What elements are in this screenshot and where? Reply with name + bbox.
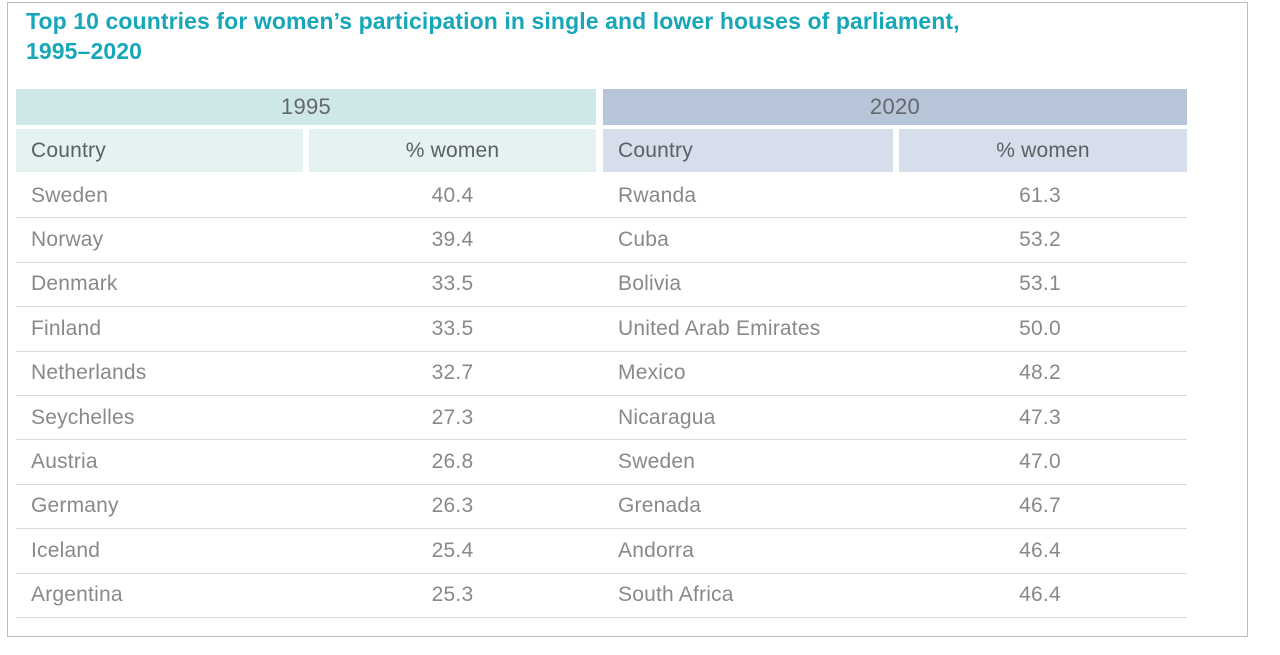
country-1995: Finland — [31, 316, 102, 340]
pct-1995: 39.4 — [431, 228, 474, 252]
title-line2: 1995–2020 — [26, 38, 143, 64]
country-1995: Norway — [31, 228, 104, 252]
country-1995: Iceland — [31, 538, 101, 562]
pct-1995: 33.5 — [431, 272, 474, 296]
table-title: Top 10 countries for women’s participati… — [26, 6, 1186, 66]
table-row: Austria 26.8 Sweden 47.0 — [16, 440, 1187, 485]
country-1995: Argentina — [31, 583, 123, 607]
pct-2020: 53.2 — [1019, 228, 1061, 252]
year-header-1995: 1995 — [16, 89, 596, 125]
country-2020: Mexico — [618, 361, 686, 385]
country-2020: Sweden — [618, 450, 696, 474]
country-1995: Seychelles — [31, 405, 135, 429]
country-2020: United Arab Emirates — [618, 316, 821, 340]
year-header-2020: 2020 — [603, 89, 1187, 125]
country-1995: Netherlands — [31, 361, 147, 385]
table-row: Denmark 33.5 Bolivia 53.1 — [16, 263, 1187, 308]
column-header-row: Country % women Country % women — [16, 129, 1187, 172]
pct-1995: 25.3 — [431, 583, 474, 607]
column-gap — [596, 129, 603, 172]
country-1995: Sweden — [31, 183, 109, 207]
country-2020: South Africa — [618, 583, 734, 607]
pct-2020: 46.4 — [1019, 583, 1061, 607]
column-header-pct-2020: % women — [899, 129, 1187, 172]
pct-1995: 32.7 — [431, 361, 474, 385]
year-header-row: 1995 2020 — [16, 89, 1187, 125]
parliament-participation-table: 1995 2020 Country % women Country % wome… — [16, 89, 1187, 618]
country-2020: Rwanda — [618, 183, 697, 207]
country-2020: Nicaragua — [618, 405, 716, 429]
pct-1995: 26.3 — [431, 494, 474, 518]
country-1995: Germany — [31, 494, 119, 518]
table-row: Norway 39.4 Cuba 53.2 — [16, 218, 1187, 263]
column-header-pct-1995: % women — [309, 129, 596, 172]
country-2020: Grenada — [618, 494, 702, 518]
title-line1: Top 10 countries for women’s participati… — [26, 8, 960, 34]
pct-2020: 46.4 — [1019, 538, 1061, 562]
pct-2020: 53.1 — [1019, 272, 1061, 296]
pct-2020: 47.3 — [1019, 405, 1061, 429]
pct-1995: 40.4 — [431, 183, 474, 207]
column-gap — [596, 89, 603, 125]
country-1995: Austria — [31, 450, 98, 474]
pct-2020: 48.2 — [1019, 361, 1061, 385]
pct-1995: 26.8 — [431, 450, 474, 474]
report-page: Top 10 countries for women’s participati… — [7, 2, 1248, 637]
pct-2020: 61.3 — [1019, 183, 1061, 207]
pct-2020: 47.0 — [1019, 450, 1061, 474]
country-2020: Bolivia — [618, 272, 682, 296]
table-row: Netherlands 32.7 Mexico 48.2 — [16, 352, 1187, 396]
table-row: Seychelles 27.3 Nicaragua 47.3 — [16, 396, 1187, 441]
pct-1995: 25.4 — [431, 538, 474, 562]
country-1995: Denmark — [31, 272, 118, 296]
table-row: Argentina 25.3 South Africa 46.4 — [16, 574, 1187, 618]
table-row: Sweden 40.4 Rwanda 61.3 — [16, 174, 1187, 219]
table-row: Iceland 25.4 Andorra 46.4 — [16, 529, 1187, 574]
table-row: Germany 26.3 Grenada 46.7 — [16, 485, 1187, 530]
pct-1995: 27.3 — [431, 405, 474, 429]
column-header-country-2020: Country — [603, 129, 893, 172]
table-row: Finland 33.5 United Arab Emirates 50.0 — [16, 307, 1187, 352]
pct-2020: 46.7 — [1019, 494, 1061, 518]
country-2020: Andorra — [618, 538, 695, 562]
country-2020: Cuba — [618, 228, 670, 252]
pct-2020: 50.0 — [1019, 316, 1061, 340]
column-header-country-1995: Country — [16, 129, 303, 172]
pct-1995: 33.5 — [431, 316, 474, 340]
